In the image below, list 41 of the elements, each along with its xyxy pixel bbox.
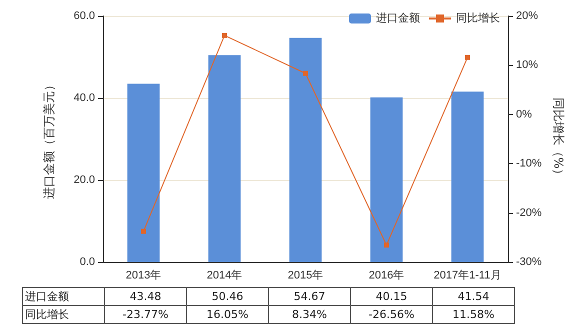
x-tick-label: 2013年 [126,270,162,282]
data-label: 41.54 [432,288,514,306]
point [222,32,227,38]
x-tick-label: 2015年 [288,270,324,282]
y2-tick-label: -10% [516,158,542,170]
data-label: 40.15 [350,288,432,306]
data-label: -23.77% [104,306,186,324]
bar [451,92,484,262]
data-label: 16.05% [186,306,268,324]
y-tick-label: 40.0 [74,92,95,104]
bar [370,97,403,262]
text: 同比增长 [25,308,69,321]
y2-axis-title: 同比增长（%） [552,97,566,181]
legend-label: 进口金额 [376,12,420,24]
y2-tick-label: 10% [516,59,538,72]
y2-tick-label: -30% [516,256,542,268]
y2-tick-label: 20% [516,10,538,22]
bar [127,84,160,262]
y-tick-label: 0.0 [80,256,95,268]
y2-tick-label: -20% [516,206,542,219]
y-tick-label: 20.0 [74,174,95,186]
x-tick-label: 2014年 [206,270,242,282]
data-label: 50.46 [186,288,268,306]
data-label: 8.34% [268,306,350,324]
data-label: -26.56% [350,306,432,324]
data-label: 11.58% [432,306,514,324]
point [303,70,308,76]
y2-tick-label: 0% [516,108,532,120]
bar [208,55,241,262]
data-label: 43.48 [104,288,186,306]
data-label: 54.67 [268,288,350,306]
y-tick-label: 60.0 [74,10,95,22]
x-tick-label: 2017年1-11月 [434,270,502,282]
y-axis-title: 进口金额（百万美元） [42,79,56,199]
text: 进口金额 [25,290,69,303]
legend-label: 同比增长 [456,12,500,24]
point [141,228,146,234]
x-tick-label: 2016年 [368,270,404,282]
point [384,242,389,248]
point [465,54,470,60]
bar [289,38,322,262]
